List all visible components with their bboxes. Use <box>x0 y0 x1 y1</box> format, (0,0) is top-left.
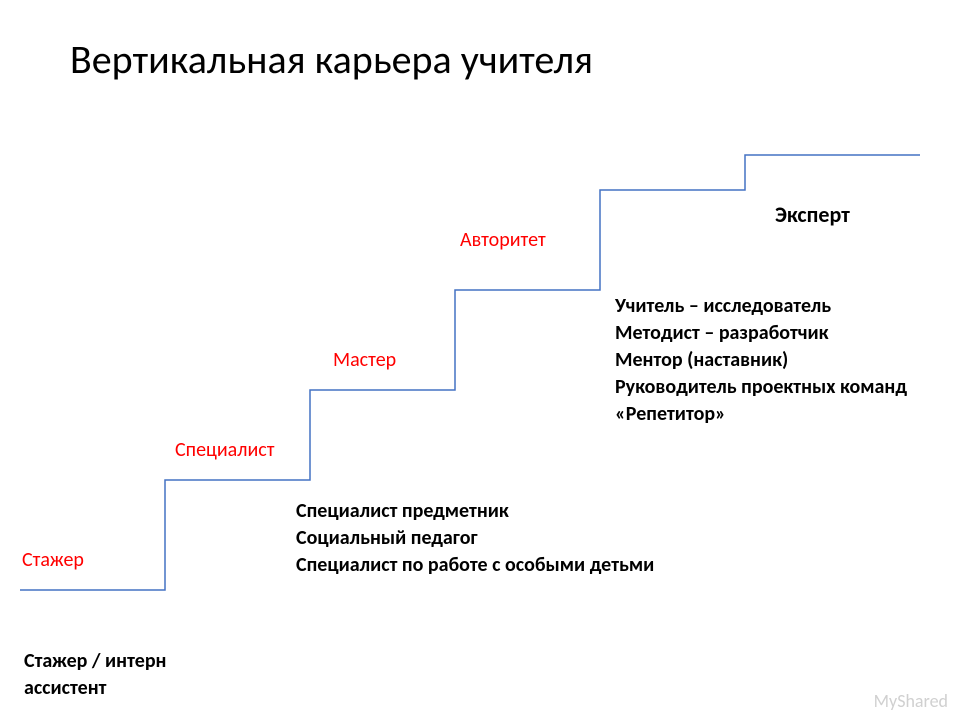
step-label-2: Специалист <box>175 438 274 462</box>
b3-line4: Руководитель проектных команд <box>615 374 907 401</box>
b2-line2: Социальный педагог <box>296 525 654 552</box>
b3-line3: Ментор (наставник) <box>615 347 907 374</box>
b1-line1: Стажер / интерн <box>24 648 166 675</box>
block-2: Специалист предметник Социальный педагог… <box>296 498 654 579</box>
block-1: Стажер / интерн ассистент <box>24 648 166 702</box>
block-3: Учитель – исследователь Методист – разра… <box>615 293 907 428</box>
b3-line5: «Репетитор» <box>615 401 907 428</box>
step-label-4: Авторитет <box>460 228 546 252</box>
b3-line1: Учитель – исследователь <box>615 293 907 320</box>
b2-line1: Специалист предметник <box>296 498 654 525</box>
b1-line2: ассистент <box>24 675 166 702</box>
step-label-3: Мастер <box>333 348 396 372</box>
step-label-5: Эксперт <box>775 201 850 228</box>
step-label-1: Стажер <box>22 548 84 572</box>
watermark: MyShared <box>874 690 948 712</box>
b3-line2: Методист – разработчик <box>615 320 907 347</box>
b2-line3: Специалист по работе с особыми детьми <box>296 552 654 579</box>
